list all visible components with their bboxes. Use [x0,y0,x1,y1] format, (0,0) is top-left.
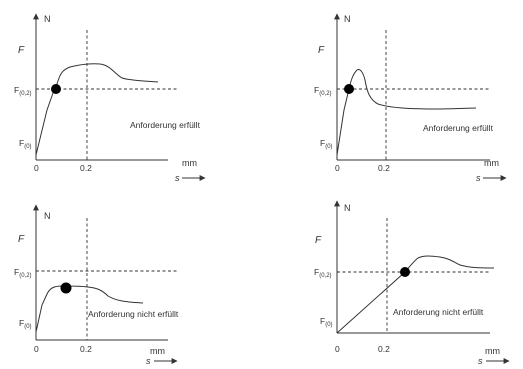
y-symbol-label: F [315,235,322,246]
f02-label: F(0,2) [314,85,332,97]
force-curve [35,63,159,156]
f02-label: F(0,2) [14,267,32,279]
panel-top-right: N F F(0,2) F(0) 0 0.2 Anforderung erfüll… [314,13,507,183]
origin-tick-label: 0 [335,163,340,173]
y-unit-label: N [344,203,351,213]
y-unit-label: N [344,14,351,24]
x-tick-label: 0.2 [80,344,92,354]
intersection-point [400,267,410,277]
force-curve [336,69,477,156]
x-symbol-label: s [146,356,151,364]
panel-bottom-right: N F F(0,2) F(0) 0 0.2 Anforderung nicht … [314,200,510,366]
y-unit-label: N [44,211,51,221]
x-symbol-label: s [476,173,481,183]
origin-tick-label: 0 [34,163,39,173]
intersection-point [60,282,72,294]
x-unit-label: mm [484,158,499,168]
x-symbol-label: s [478,356,483,364]
x-tick-label: 0.2 [80,163,92,173]
intersection-point [344,84,354,94]
x-tick-label: 0.2 [378,344,390,354]
panel-top-left: N F F(0,2) F(0) 0 0.2 Anforderung erfüll… [14,13,206,183]
x-tick-label: 0.2 [378,163,390,173]
y-symbol-label: F [18,234,25,245]
requirement-note: Anforderung erfüllt [130,120,201,130]
panel-bottom-left: N F F(0,2) F(0) 0 0.2 Anforderung nicht … [14,204,179,366]
force-curve [35,285,144,333]
requirement-note: Anforderung nicht erfüllt [393,307,484,317]
f0-label: F(0) [320,316,333,328]
x-symbol-label: s [175,173,180,183]
f0-label: F(0) [19,138,32,150]
y-symbol-label: F [318,45,325,56]
x-unit-label: mm [182,158,197,168]
y-unit-label: N [44,14,51,24]
f02-label: F(0,2) [314,267,332,279]
origin-tick-label: 0 [335,344,340,354]
force-curve [336,255,495,334]
f0-label: F(0) [19,318,32,330]
y-symbol-label: F [18,45,25,56]
f02-label: F(0,2) [14,85,32,97]
origin-tick-label: 0 [34,344,39,354]
requirement-note: Anforderung erfüllt [423,123,494,133]
intersection-point [51,84,61,94]
requirement-note: Anforderung nicht erfüllt [88,309,179,319]
f0-label: F(0) [320,138,333,150]
x-unit-label: mm [485,346,500,356]
x-unit-label: mm [150,346,165,356]
